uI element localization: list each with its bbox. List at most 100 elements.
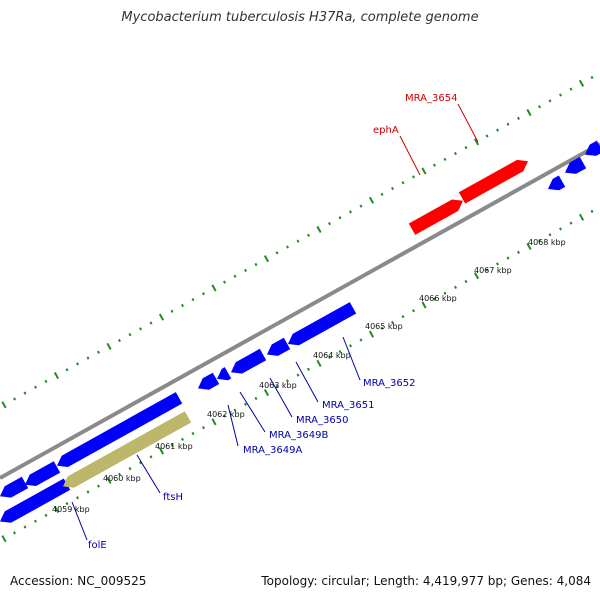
tick-mark: [222, 280, 227, 284]
tick-label: 4060 kbp: [103, 474, 141, 483]
tick-mark: [464, 146, 468, 150]
tick-mark: [128, 333, 132, 337]
tick-mark: [96, 484, 101, 488]
tick-mark: [578, 79, 585, 87]
tick-mark: [191, 431, 195, 436]
gene-label[interactable]: ephA: [373, 125, 399, 136]
tick-mark: [558, 93, 563, 97]
tick-label: 4061 kbp: [155, 442, 193, 451]
tick-mark: [590, 75, 594, 80]
tick-mark: [243, 402, 248, 406]
gene-arrow: [25, 461, 61, 486]
tick-label: 4068 kbp: [528, 238, 566, 247]
gene-arrow-MRA_3652: [288, 302, 357, 346]
tick-mark: [12, 397, 17, 401]
tick-mark: [158, 313, 165, 321]
tick-mark: [180, 437, 185, 441]
tick-mark: [516, 250, 521, 254]
tick-mark: [23, 525, 27, 529]
tick-label: 4066 kbp: [419, 294, 457, 303]
gene-arrow: [0, 476, 29, 498]
genome-summary-text: Topology: circular; Length: 4,419,977 bp…: [261, 574, 591, 588]
label-leader-line: [295, 361, 319, 403]
tick-mark: [65, 368, 69, 372]
tick-mark: [138, 461, 143, 465]
tick-mark: [33, 519, 38, 523]
tick-mark: [338, 350, 342, 354]
gene-arrow: [57, 392, 183, 467]
gene-label[interactable]: MRA_3650: [296, 415, 348, 426]
tick-mark: [421, 301, 427, 309]
tick-mark: [1, 401, 7, 409]
tick-mark: [306, 233, 311, 237]
tick-mark: [201, 292, 206, 296]
gene-arrow: [585, 140, 600, 156]
tick-mark: [12, 531, 17, 535]
gene-labels: MRA_3654 ephA MRA_3652 MRA_3651 MRA_3650 MRA_…: [88, 93, 457, 551]
tick-mark: [86, 490, 90, 494]
tick-mark: [464, 279, 468, 284]
gene-label[interactable]: folE: [88, 540, 107, 551]
tick-mark: [548, 99, 552, 103]
tick-mark: [65, 502, 69, 506]
tick-mark: [296, 239, 300, 243]
gene-arrow-folE: [0, 478, 71, 523]
tick-mark: [432, 297, 437, 301]
tick-mark: [390, 320, 395, 325]
tick-mark: [254, 396, 258, 401]
tick-mark: [327, 221, 332, 226]
tick-label: 4063 kbp: [259, 381, 297, 390]
gene-label[interactable]: MRA_3649A: [243, 445, 302, 456]
tick-mark: [75, 362, 80, 366]
tick-mark: [96, 350, 101, 354]
gene-label[interactable]: ftsH: [163, 492, 183, 503]
tick-mark: [149, 321, 153, 325]
tick-mark: [401, 314, 405, 319]
tick-mark: [453, 151, 458, 156]
inner-tick-ring: [1, 209, 594, 543]
tick-mark: [128, 466, 132, 471]
label-leader-line: [239, 391, 266, 433]
tick-mark: [548, 233, 552, 237]
gene-arrow-MRA_3649B: [217, 367, 232, 381]
tick-mark: [327, 355, 332, 360]
tick-mark: [348, 344, 353, 348]
tick-mark: [590, 209, 594, 214]
gene-label[interactable]: MRA_3652: [363, 378, 415, 389]
label-leader-line: [457, 103, 479, 143]
tick-mark: [44, 379, 48, 384]
gene-label[interactable]: MRA_3649B: [269, 430, 328, 441]
tick-mark: [106, 342, 112, 350]
tick-mark: [506, 256, 510, 260]
gene-label[interactable]: MRA_3654: [405, 93, 457, 104]
tick-mark: [201, 426, 206, 430]
tick-mark: [275, 251, 279, 255]
tick-label: 4067 kbp: [474, 266, 512, 275]
gene-arrow-MRA_3651: [267, 337, 291, 356]
tick-mark: [526, 242, 532, 251]
label-leader-line: [136, 454, 161, 494]
tick-mark: [421, 167, 427, 175]
tick-mark: [233, 274, 237, 278]
tick-mark: [485, 134, 489, 138]
label-leader-line: [269, 377, 293, 418]
gene-arrow-MRA_3650: [231, 348, 267, 374]
tick-mark: [526, 109, 532, 117]
tick-mark: [263, 255, 270, 263]
gene-label[interactable]: MRA_3651: [322, 400, 374, 411]
tick-mark: [1, 535, 7, 543]
tick-mark: [44, 513, 48, 517]
tick-mark: [401, 181, 405, 185]
tick-label: 4062 kbp: [207, 410, 245, 419]
tick-mark: [578, 213, 585, 221]
label-leader-line: [227, 404, 239, 447]
tick-mark: [558, 227, 563, 231]
tick-mark: [254, 262, 258, 267]
tick-mark: [359, 204, 363, 208]
tick-mark: [473, 138, 480, 146]
tick-mark: [495, 128, 500, 132]
outer-tick-ring: [1, 75, 594, 409]
tick-mark: [285, 245, 290, 249]
label-leader-line: [399, 135, 421, 176]
